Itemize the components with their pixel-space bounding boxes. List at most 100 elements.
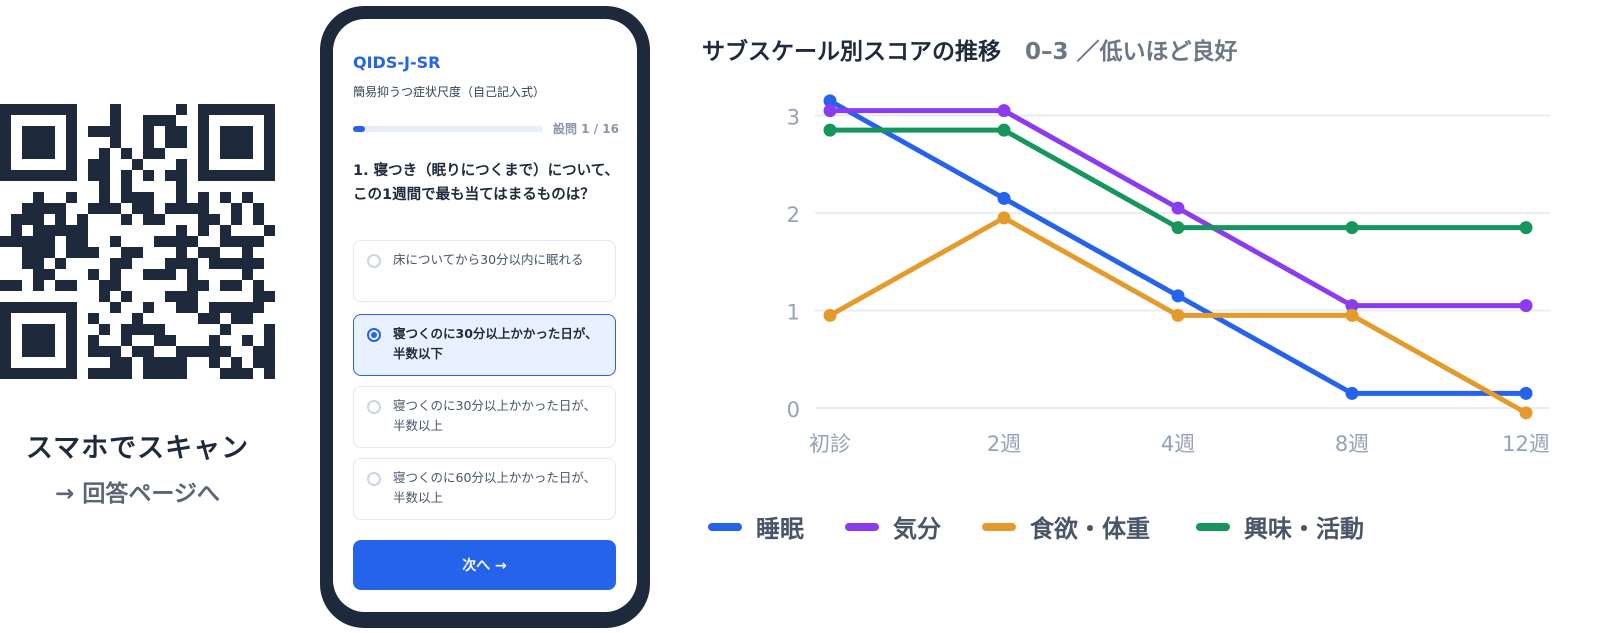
next-button[interactable]: 次へ → bbox=[353, 540, 616, 590]
qr-module bbox=[198, 203, 209, 214]
qr-module bbox=[209, 302, 220, 313]
qr-module bbox=[231, 203, 242, 214]
x-tick-label: 4週 bbox=[1161, 432, 1195, 456]
legend-item: 気分 bbox=[845, 509, 941, 544]
qr-module bbox=[99, 181, 110, 192]
series-line bbox=[827, 98, 1529, 396]
data-point bbox=[997, 211, 1011, 225]
qr-module bbox=[110, 126, 121, 137]
qr-module bbox=[231, 214, 242, 225]
chart-title: サブスケール別スコアの推移 0–3 ／低いほど良好 bbox=[702, 32, 1238, 66]
qr-module bbox=[33, 247, 44, 258]
qr-module bbox=[176, 181, 187, 192]
y-tick-label: 3 bbox=[787, 106, 800, 130]
qr-module bbox=[154, 324, 165, 335]
series-1 bbox=[823, 94, 1533, 400]
qr-module bbox=[99, 324, 110, 335]
qr-module bbox=[121, 368, 132, 379]
qr-module bbox=[77, 225, 88, 236]
answer-option[interactable]: 寝つくのに60分以上かかった日が、半数以上 bbox=[353, 458, 616, 520]
qr-module bbox=[264, 346, 275, 357]
radio-button-icon bbox=[367, 254, 381, 268]
qr-finder-center bbox=[22, 126, 55, 159]
y-tick-label: 2 bbox=[787, 203, 800, 227]
qr-module bbox=[253, 214, 264, 225]
qr-module bbox=[209, 214, 220, 225]
qr-module bbox=[176, 258, 187, 269]
data-point bbox=[1345, 299, 1359, 313]
qr-module bbox=[121, 258, 132, 269]
qr-module bbox=[143, 324, 154, 335]
answer-option[interactable]: 寝つくのに30分以上かかった日が、半数以下 bbox=[353, 314, 616, 376]
qr-module bbox=[198, 214, 209, 225]
qr-module bbox=[264, 368, 275, 379]
answer-option[interactable]: 床についてから30分以内に眠れる bbox=[353, 240, 616, 302]
chart-subtitle: 0–3 ／低いほど良好 bbox=[1025, 39, 1238, 65]
answer-option[interactable]: 寝つくのに30分以上かかった日が、半数以上 bbox=[353, 386, 616, 448]
qr-module bbox=[110, 357, 121, 368]
qr-module bbox=[143, 368, 154, 379]
qr-module bbox=[154, 335, 165, 346]
qr-module bbox=[99, 126, 110, 137]
qr-module bbox=[66, 280, 77, 291]
qr-module bbox=[55, 258, 66, 269]
qr-module bbox=[165, 269, 176, 280]
qr-module bbox=[143, 192, 154, 203]
qr-module bbox=[77, 214, 88, 225]
data-point bbox=[997, 123, 1011, 137]
qr-module bbox=[209, 258, 220, 269]
x-tick-label: 2週 bbox=[987, 432, 1021, 456]
qr-module bbox=[198, 247, 209, 258]
qr-module bbox=[22, 236, 33, 247]
qr-module bbox=[220, 346, 231, 357]
qr-module bbox=[198, 192, 209, 203]
radio-button-icon bbox=[367, 400, 381, 414]
data-point bbox=[823, 308, 837, 322]
qr-module bbox=[209, 313, 220, 324]
qr-module bbox=[44, 225, 55, 236]
qr-module bbox=[143, 115, 154, 126]
qr-module bbox=[143, 126, 154, 137]
data-point bbox=[1345, 386, 1359, 400]
qr-module bbox=[165, 291, 176, 302]
qr-module bbox=[242, 269, 253, 280]
qr-finder-center bbox=[22, 324, 55, 357]
qr-module bbox=[187, 280, 198, 291]
qr-module bbox=[88, 126, 99, 137]
qr-module bbox=[88, 247, 99, 258]
qr-module bbox=[99, 280, 110, 291]
qr-module bbox=[66, 247, 77, 258]
legend-label: 興味・活動 bbox=[1244, 515, 1364, 543]
qr-module bbox=[176, 302, 187, 313]
qr-module bbox=[220, 225, 231, 236]
qr-module bbox=[22, 203, 33, 214]
qr-module bbox=[187, 291, 198, 302]
qr-module bbox=[209, 335, 220, 346]
qr-module bbox=[187, 236, 198, 247]
legend-label: 睡眠 bbox=[756, 515, 804, 543]
x-tick-label: 12週 bbox=[1502, 432, 1550, 456]
qr-module bbox=[198, 225, 209, 236]
qr-module bbox=[33, 269, 44, 280]
data-point bbox=[1171, 201, 1185, 215]
qr-module bbox=[110, 280, 121, 291]
qr-module bbox=[88, 335, 99, 346]
qr-module bbox=[110, 269, 121, 280]
qr-module bbox=[187, 258, 198, 269]
qr-module bbox=[187, 346, 198, 357]
qr-module bbox=[143, 203, 154, 214]
qr-module bbox=[176, 104, 187, 115]
data-point bbox=[823, 94, 837, 108]
qr-module bbox=[110, 258, 121, 269]
qr-module bbox=[187, 269, 198, 280]
qr-module bbox=[55, 225, 66, 236]
qr-module bbox=[121, 214, 132, 225]
qr-module bbox=[33, 236, 44, 247]
progress-label: 設問 1 / 16 bbox=[553, 122, 619, 136]
x-tick-label: 初診 bbox=[809, 432, 851, 456]
answer-option-label: 寝つくのに30分以上かかった日が、半数以上 bbox=[393, 398, 597, 433]
qr-module bbox=[176, 368, 187, 379]
data-point bbox=[1171, 308, 1185, 322]
qr-module bbox=[231, 368, 242, 379]
qr-module bbox=[0, 280, 11, 291]
